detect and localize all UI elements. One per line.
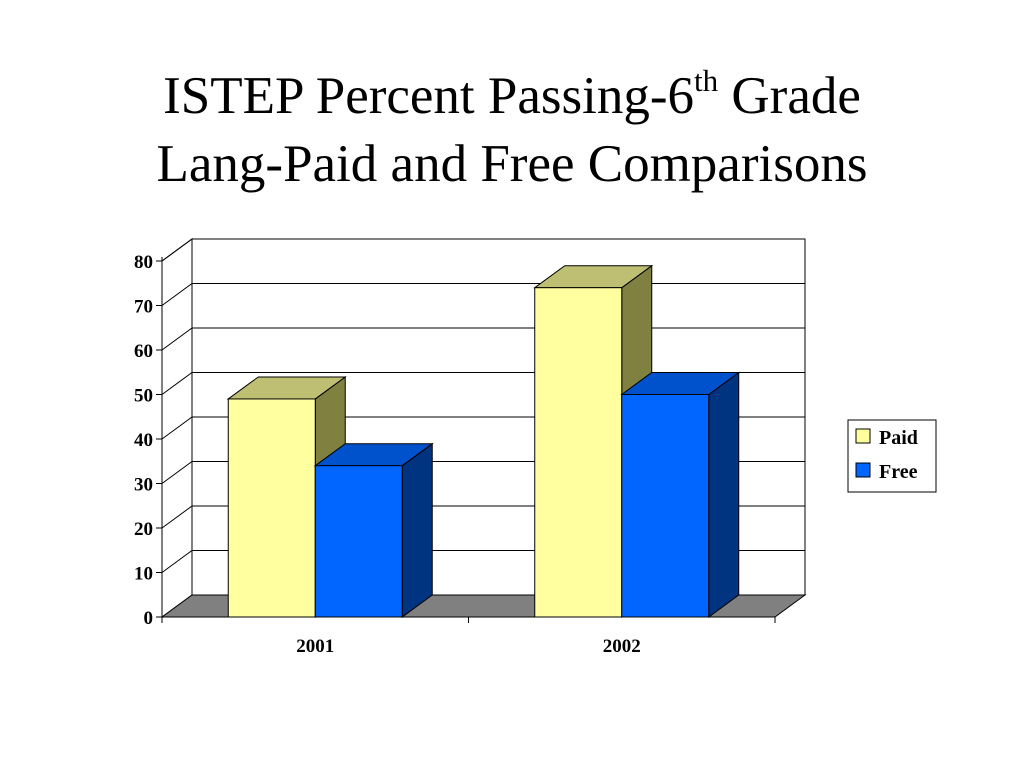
bar-front-face	[621, 394, 710, 618]
x-tick-label: 2002	[603, 636, 641, 657]
y-tick-label: 40	[134, 430, 153, 451]
y-tick-label: 80	[134, 252, 153, 273]
bar-free-2002	[620, 371, 741, 618]
legend-swatch	[855, 428, 871, 444]
x-tick-label: 2001	[296, 636, 334, 657]
y-tick-label: 0	[144, 608, 154, 629]
bar-side-face	[401, 442, 433, 618]
gridline	[161, 238, 805, 262]
slide-title: ISTEP Percent Passing-6th Grade Lang-Paid…	[0, 62, 1024, 198]
chart-axes: 0 10 20 30 40 50 60 70 80 2001 2002	[134, 252, 776, 657]
y-tick-label: 70	[134, 297, 153, 318]
legend-swatch	[855, 462, 871, 478]
chart-bars	[226, 264, 741, 618]
y-tick-label: 20	[134, 519, 153, 540]
bar-front-face	[534, 287, 623, 618]
legend-label: Free	[879, 461, 918, 483]
legend-label: Paid	[879, 427, 918, 449]
title-superscript: th	[694, 63, 719, 98]
chart-legend: Paid Free	[847, 419, 937, 493]
bar-front-face	[314, 465, 403, 618]
title-line2: Lang-Paid and Free Comparisons	[156, 135, 868, 193]
y-tick-label: 50	[134, 386, 153, 407]
y-tick-label: 60	[134, 341, 153, 362]
title-line1-tail: Grade	[718, 67, 861, 125]
title-line1-main: ISTEP Percent Passing-6	[163, 67, 695, 125]
y-tick-label: 30	[134, 475, 153, 496]
y-tick-label: 10	[134, 564, 153, 585]
bar-paid-2001	[226, 375, 347, 618]
bar-front-face	[227, 398, 316, 618]
bar-free-2001	[313, 442, 434, 618]
bar-side-face	[708, 371, 740, 618]
